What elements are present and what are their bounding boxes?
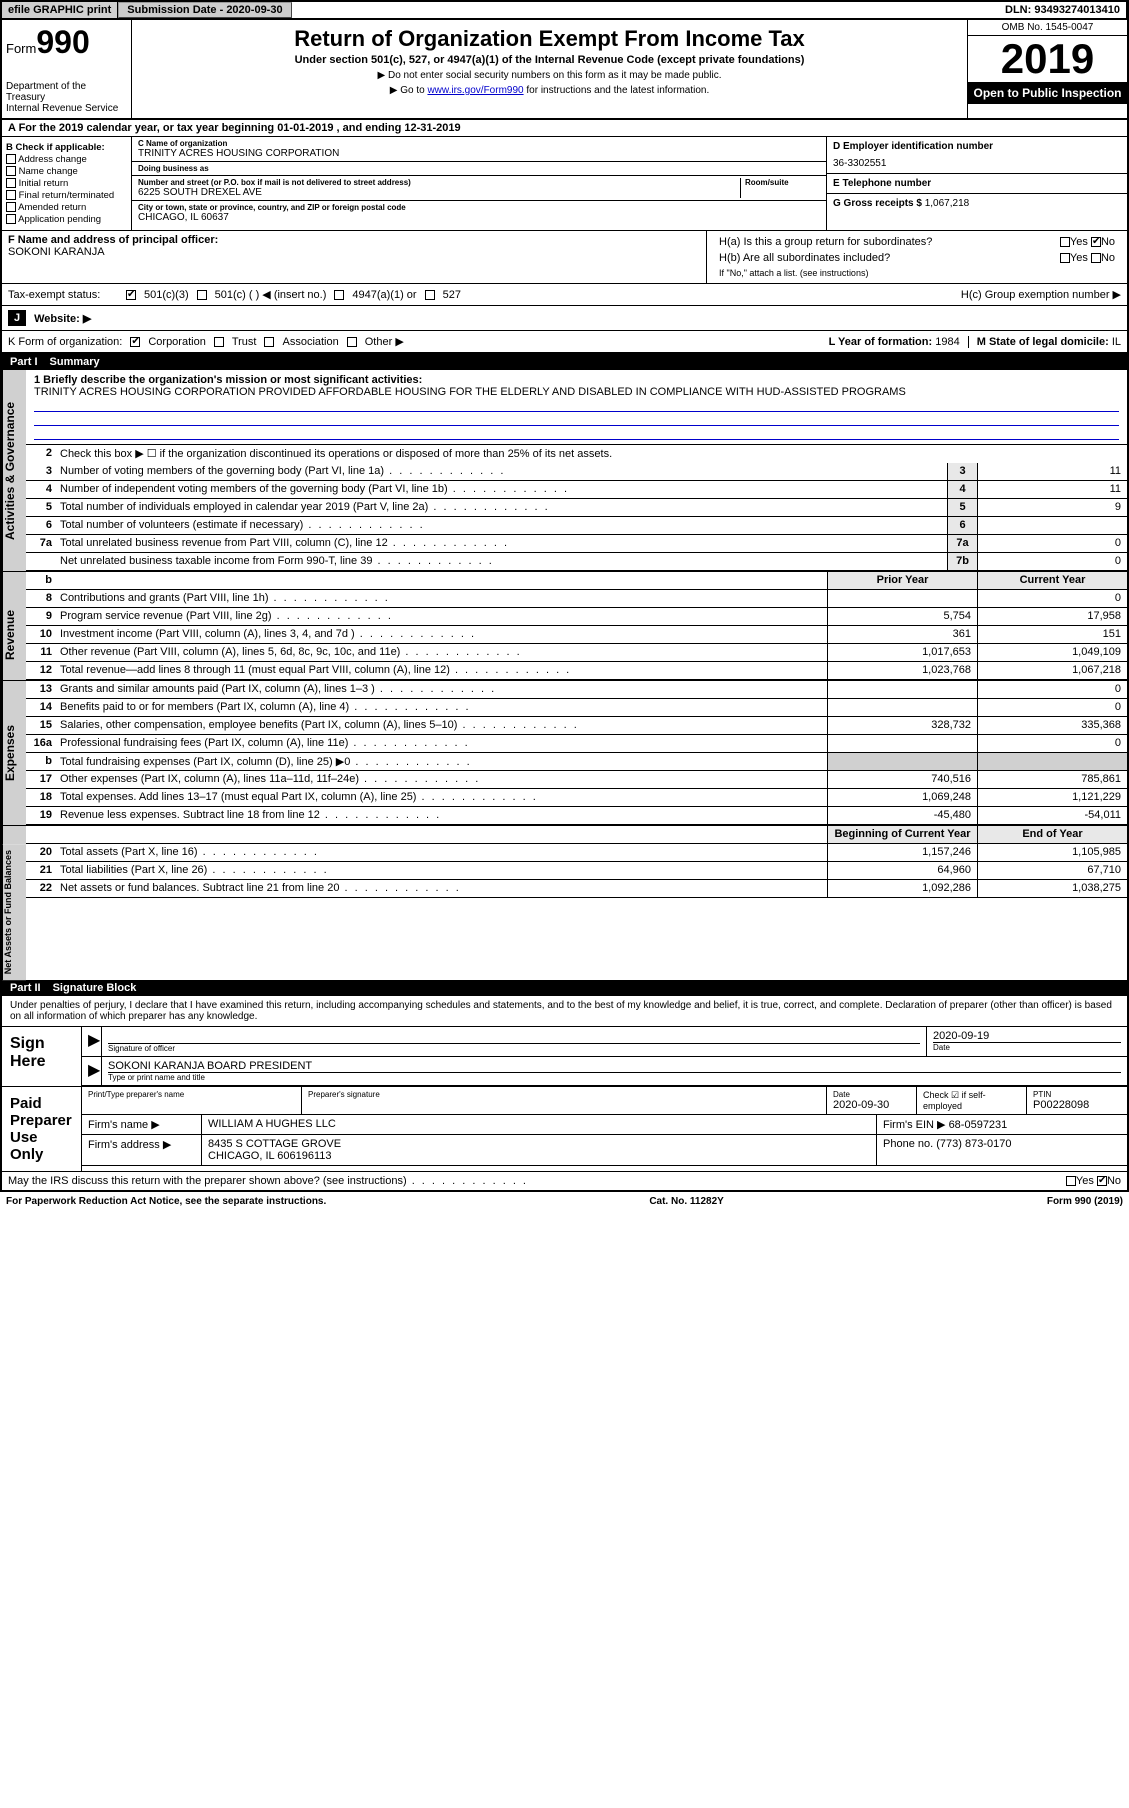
- section-f-h: F Name and address of principal officer:…: [2, 231, 1127, 284]
- ptin: P00228098: [1033, 1099, 1089, 1111]
- prep-date: 2020-09-30: [833, 1099, 889, 1111]
- data-line: 22Net assets or fund balances. Subtract …: [26, 880, 1127, 898]
- mission-text: TRINITY ACRES HOUSING CORPORATION PROVID…: [34, 386, 1119, 398]
- tax-year: 2019: [968, 36, 1127, 82]
- org-address: 6225 SOUTH DREXEL AVE: [138, 187, 740, 198]
- section-b: B Check if applicable: Address change Na…: [2, 137, 132, 230]
- data-line: 14Benefits paid to or for members (Part …: [26, 699, 1127, 717]
- gov-line: 7aTotal unrelated business revenue from …: [26, 535, 1127, 553]
- section-c: C Name of organizationTRINITY ACRES HOUS…: [132, 137, 827, 230]
- part-i-header: Part ISummary: [2, 354, 1127, 370]
- mission-block: 1 Briefly describe the organization's mi…: [26, 370, 1127, 445]
- omb-number: OMB No. 1545-0047: [968, 20, 1127, 36]
- gross-receipts: 1,067,218: [925, 198, 970, 209]
- gov-line: 6Total number of volunteers (estimate if…: [26, 517, 1127, 535]
- form-subtitle: Under section 501(c), 527, or 4947(a)(1)…: [140, 54, 959, 66]
- h-a: H(a) Is this a group return for subordin…: [713, 234, 1121, 250]
- org-name: TRINITY ACRES HOUSING CORPORATION: [138, 148, 820, 159]
- discuss-row: May the IRS discuss this return with the…: [2, 1171, 1127, 1190]
- principal-officer: SOKONI KARANJA: [8, 246, 105, 258]
- year-formation: 1984: [935, 336, 959, 348]
- dln: DLN: 93493274013410: [999, 2, 1127, 18]
- form-number: Form990: [6, 24, 127, 61]
- info-section: B Check if applicable: Address change Na…: [2, 137, 1127, 231]
- data-line: 11Other revenue (Part VIII, column (A), …: [26, 644, 1127, 662]
- open-inspection: Open to Public Inspection: [968, 82, 1127, 104]
- form-container: Form990 Department of the Treasury Inter…: [0, 20, 1129, 1192]
- part-ii-header: Part IISignature Block: [2, 980, 1127, 996]
- org-city: CHICAGO, IL 60637: [138, 212, 820, 223]
- perjury-statement: Under penalties of perjury, I declare th…: [2, 996, 1127, 1027]
- note-ssn: ▶ Do not enter social security numbers o…: [140, 70, 959, 81]
- data-line: 18Total expenses. Add lines 13–17 (must …: [26, 789, 1127, 807]
- website-row: JWebsite: ▶: [2, 306, 1127, 331]
- h-b: H(b) Are all subordinates included? Yes …: [713, 250, 1121, 266]
- data-line: 15Salaries, other compensation, employee…: [26, 717, 1127, 735]
- data-line: 13Grants and similar amounts paid (Part …: [26, 681, 1127, 699]
- submission-date[interactable]: Submission Date - 2020-09-30: [118, 2, 291, 18]
- efile-label[interactable]: efile GRAPHIC print: [2, 2, 118, 18]
- h-c: H(c) Group exemption number ▶: [961, 288, 1121, 301]
- top-bar: efile GRAPHIC print Submission Date - 20…: [0, 0, 1129, 20]
- dept-treasury: Department of the Treasury Internal Reve…: [6, 81, 127, 114]
- gov-line: Net unrelated business taxable income fr…: [26, 553, 1127, 571]
- data-line: 10Investment income (Part VIII, column (…: [26, 626, 1127, 644]
- data-line: 8Contributions and grants (Part VIII, li…: [26, 590, 1127, 608]
- data-line: 12Total revenue—add lines 8 through 11 (…: [26, 662, 1127, 680]
- data-line: 16aProfessional fundraising fees (Part I…: [26, 735, 1127, 753]
- firm-ein: 68-0597231: [949, 1119, 1008, 1131]
- paid-preparer-block: Paid Preparer Use Only Print/Type prepar…: [2, 1086, 1127, 1171]
- period-row: A For the 2019 calendar year, or tax yea…: [2, 120, 1127, 137]
- page-footer: For Paperwork Reduction Act Notice, see …: [0, 1192, 1129, 1211]
- sidebar-governance: Activities & Governance: [2, 370, 26, 571]
- sig-date: 2020-09-19: [933, 1030, 1121, 1043]
- firm-name: WILLIAM A HUGHES LLC: [202, 1115, 877, 1134]
- data-line: bTotal fundraising expenses (Part IX, co…: [26, 753, 1127, 771]
- firm-addr: 8435 S COTTAGE GROVE: [208, 1138, 870, 1150]
- data-line: 9Program service revenue (Part VIII, lin…: [26, 608, 1127, 626]
- note-link: ▶ Go to www.irs.gov/Form990 for instruct…: [140, 85, 959, 96]
- sign-here-block: Sign Here ▶Signature of officer2020-09-1…: [2, 1027, 1127, 1086]
- data-line: 17Other expenses (Part IX, column (A), l…: [26, 771, 1127, 789]
- sidebar-netassets: Net Assets or Fund Balances: [2, 844, 26, 980]
- irs-link[interactable]: www.irs.gov/Form990: [427, 85, 523, 96]
- officer-name: SOKONI KARANJA BOARD PRESIDENT: [108, 1060, 1121, 1073]
- form-header: Form990 Department of the Treasury Inter…: [2, 20, 1127, 120]
- form-title: Return of Organization Exempt From Incom…: [140, 26, 959, 52]
- firm-phone: (773) 873-0170: [936, 1138, 1011, 1150]
- data-line: 21Total liabilities (Part X, line 26)64,…: [26, 862, 1127, 880]
- data-line: 19Revenue less expenses. Subtract line 1…: [26, 807, 1127, 825]
- sidebar-expenses: Expenses: [2, 681, 26, 825]
- data-line: 20Total assets (Part X, line 16)1,157,24…: [26, 844, 1127, 862]
- gov-line: 5Total number of individuals employed in…: [26, 499, 1127, 517]
- ein: 36-3302551: [833, 158, 1121, 169]
- sidebar-revenue: Revenue: [2, 590, 26, 680]
- tax-status-row: Tax-exempt status: 501(c)(3) 501(c) ( ) …: [2, 284, 1127, 306]
- gov-line: 4Number of independent voting members of…: [26, 481, 1127, 499]
- section-d-e-g: D Employer identification number36-33025…: [827, 137, 1127, 230]
- gov-line: 3Number of voting members of the governi…: [26, 463, 1127, 481]
- k-l-m-row: K Form of organization: Corporation Trus…: [2, 331, 1127, 354]
- state-domicile: IL: [1112, 336, 1121, 348]
